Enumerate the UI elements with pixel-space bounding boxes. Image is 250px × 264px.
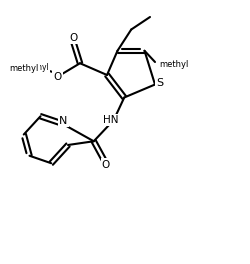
Text: S: S (156, 78, 164, 88)
Text: O: O (70, 33, 78, 43)
Text: methyl: methyl (10, 64, 39, 73)
Text: HN: HN (103, 115, 118, 125)
Text: methyl: methyl (22, 63, 49, 72)
Text: N: N (59, 116, 68, 126)
Text: O: O (102, 159, 110, 169)
Text: methyl: methyl (160, 60, 189, 69)
Text: O: O (53, 72, 62, 82)
